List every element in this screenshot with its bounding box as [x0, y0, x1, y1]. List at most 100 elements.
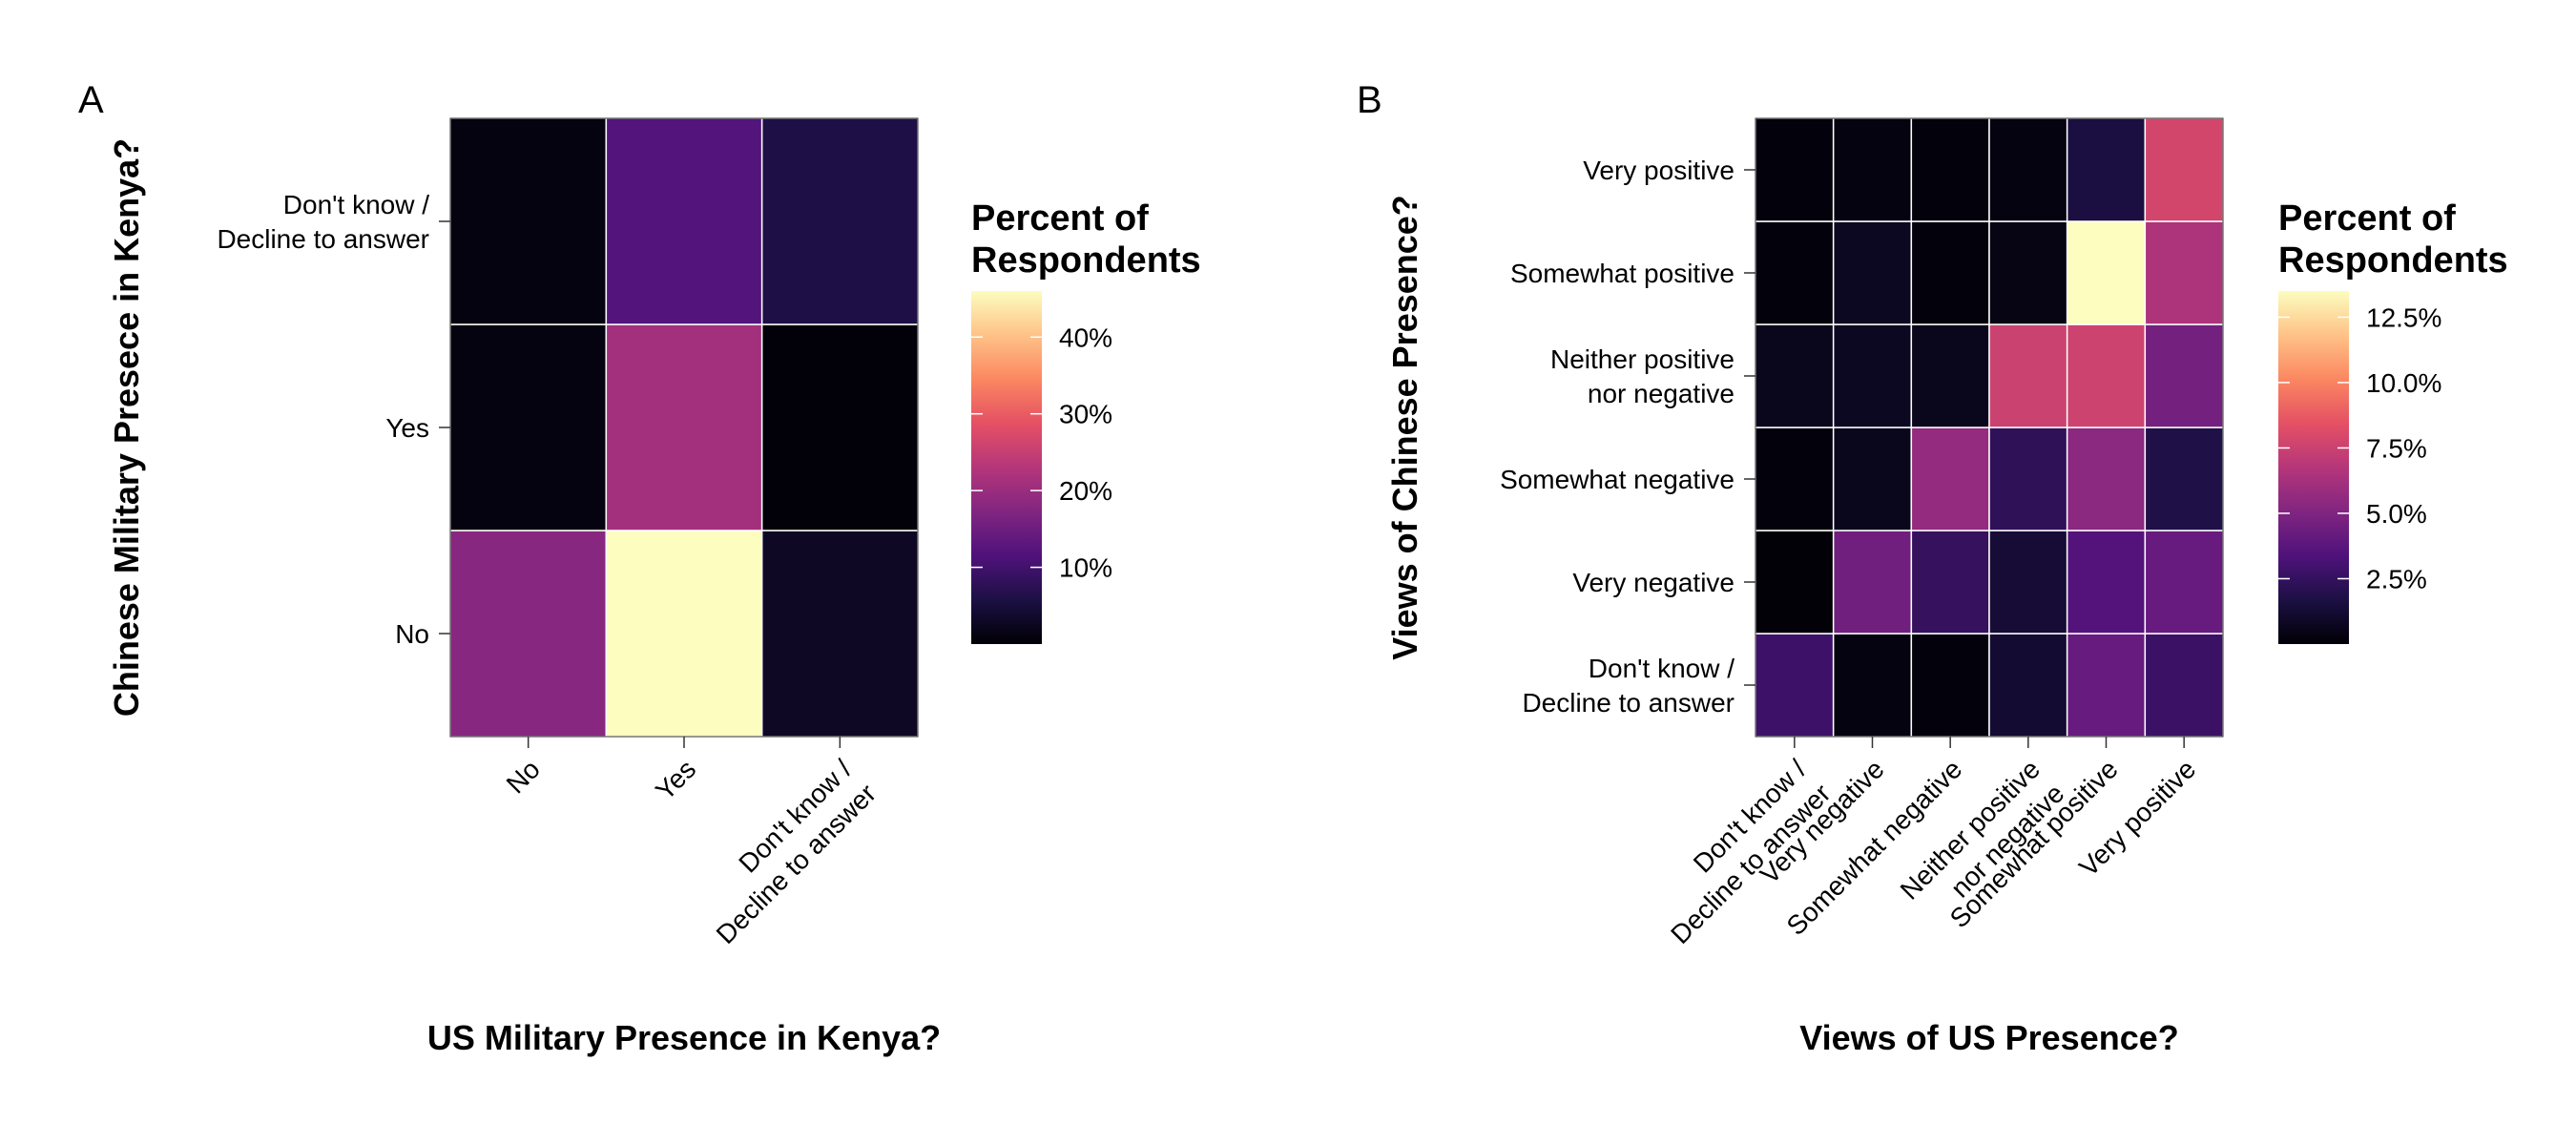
heatmap-cell — [1988, 530, 2068, 635]
legend-tick-label: 2.5% — [2366, 564, 2427, 593]
heatmap-cell — [605, 117, 763, 325]
heatmap-cell — [2144, 530, 2224, 635]
y-tick-label: Very negative — [1572, 568, 1735, 597]
x-tick-label-group: Don't know /Decline to answer — [686, 754, 882, 949]
heatmap-cell — [760, 530, 919, 738]
y-tick-label-line: Very positive — [1583, 156, 1735, 185]
legend-title-line: Percent of — [971, 198, 1149, 239]
heatmap-cell — [1910, 633, 1990, 738]
heatmap-cell — [605, 530, 763, 738]
panel-letter: A — [78, 79, 104, 121]
heatmap-cell — [1755, 117, 1835, 222]
color-legend: Percent of Respondents 2.5% 5.0% 7.5% 10.0% 12… — [2278, 198, 2508, 644]
legend-tick-label: 10% — [1059, 553, 1112, 583]
x-tick-label-line: Yes — [650, 754, 701, 805]
y-tick-label: Don't know / Decline to answer — [217, 190, 429, 254]
heatmap-cell — [1832, 427, 1913, 531]
heatmap-cell — [449, 530, 608, 738]
legend-tick-label: 20% — [1059, 476, 1112, 506]
heatmap-cell — [2066, 633, 2147, 738]
x-axis-title: Views of US Presence? — [1799, 1018, 2179, 1057]
legend-colorbar — [2278, 291, 2349, 644]
heatmap-cell — [605, 323, 763, 531]
heatmap-cell — [1910, 427, 1990, 531]
panel-letter: B — [1357, 79, 1382, 121]
heatmap-cell — [2066, 530, 2147, 635]
x-tick-label: Yes — [650, 754, 701, 805]
heatmap-cell — [2144, 323, 2224, 428]
heatmap-cell — [1988, 323, 2068, 428]
y-tick-label: Don't know / Decline to answer — [1522, 654, 1735, 718]
y-axis-title: Views of Chinese Presence? — [1385, 195, 1424, 660]
y-tick-label-line: Decline to answer — [1522, 688, 1735, 718]
x-axis-title: US Military Presence in Kenya? — [427, 1018, 941, 1057]
y-tick-label-line: Somewhat positive — [1510, 259, 1735, 288]
heatmap-cell — [1832, 117, 1913, 222]
panel-b: B Don't know / Decline to answer Very negat… — [1357, 79, 2508, 1057]
y-tick-label-line: Decline to answer — [217, 224, 429, 254]
heatmap-cell — [1910, 220, 1990, 325]
heatmap-cell — [760, 117, 919, 325]
legend-tick-label: 5.0% — [2366, 499, 2427, 529]
y-tick-label: Neither positive nor negative — [1550, 344, 1735, 408]
heatmap-cell — [1988, 427, 2068, 531]
plot-frame — [1755, 117, 2224, 738]
heatmap-cell — [1832, 633, 1913, 738]
x-tick-label-line: No — [501, 754, 546, 799]
legend-title-line: Respondents — [2278, 240, 2508, 281]
y-tick-label: Yes — [385, 413, 429, 443]
legend-tick-label: 7.5% — [2366, 433, 2427, 463]
heatmap-cell — [1755, 633, 1835, 738]
y-tick-label-line: nor negative — [1588, 379, 1735, 408]
heatmap-cell — [1988, 633, 2068, 738]
heatmap-cell — [2066, 427, 2147, 531]
heatmap-cell — [2144, 220, 2224, 325]
y-tick-label: No — [395, 619, 429, 649]
heatmap-cell — [449, 117, 608, 325]
y-tick-label-line: Don't know / — [283, 190, 429, 219]
heatmap-cell — [1910, 530, 1990, 635]
heatmap-cell — [1832, 323, 1913, 428]
y-tick-label: Somewhat positive — [1510, 259, 1735, 288]
heatmap-cell — [1755, 530, 1835, 635]
legend-tick-label: 40% — [1059, 323, 1112, 352]
color-legend: Percent of Respondents 10% 20% 30% 40% — [971, 198, 1201, 644]
heatmap-cell — [2144, 427, 2224, 531]
y-tick-label: Very positive — [1583, 156, 1735, 185]
x-tick-label: No — [501, 754, 546, 799]
heatmap-cell — [2066, 323, 2147, 428]
y-tick-label: Somewhat negative — [1500, 465, 1735, 494]
heatmap-cell — [1988, 220, 2068, 325]
heatmap-cell — [2144, 117, 2224, 222]
heatmap-cell — [1755, 323, 1835, 428]
y-tick-label-line: Yes — [385, 413, 429, 443]
y-tick-label-line: Don't know / — [1589, 654, 1735, 683]
panel-a: A No Yes Don't know / Decline to answer No Yes… — [78, 79, 1201, 1057]
y-tick-label-line: Somewhat negative — [1500, 465, 1735, 494]
heatmap-cell — [1832, 530, 1913, 635]
heatmap-cell — [1910, 117, 1990, 222]
y-axis-title: Chinese Military Presece in Kenya? — [107, 138, 146, 717]
y-tick-label-line: No — [395, 619, 429, 649]
x-tick-label-group: No — [501, 754, 546, 799]
heatmap-cell — [2144, 633, 2224, 738]
y-tick-label-line: Neither positive — [1550, 344, 1735, 374]
legend-title: Percent of Respondents — [971, 198, 1201, 281]
heatmap-cell — [760, 323, 919, 531]
heatmap-cell — [449, 323, 608, 531]
heatmap-cell — [2066, 220, 2147, 325]
legend-colorbar — [971, 291, 1042, 644]
y-tick-label-line: Very negative — [1572, 568, 1735, 597]
heatmap-cell — [1910, 323, 1990, 428]
legend-title-line: Respondents — [971, 240, 1201, 281]
heatmap-cell — [1755, 427, 1835, 531]
x-tick-label-group: Yes — [650, 754, 701, 805]
heatmap-cell — [1755, 220, 1835, 325]
legend-title: Percent of Respondents — [2278, 198, 2508, 281]
x-tick-label: Don't know /Decline to answer — [686, 754, 882, 949]
legend-tick-label: 12.5% — [2366, 302, 2441, 332]
legend-tick-label: 10.0% — [2366, 368, 2441, 398]
heatmap-cell — [1832, 220, 1913, 325]
heatmap-cell — [1988, 117, 2068, 222]
